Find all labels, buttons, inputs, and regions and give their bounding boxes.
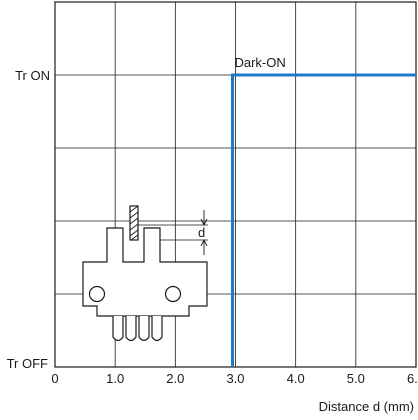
series-label-dark-on: Dark-ON <box>234 55 285 70</box>
x-tick-labels: 0 1.0 2.0 3.0 4.0 5.0 6.0 <box>51 371 418 386</box>
x-tick-label: 2.0 <box>166 371 184 386</box>
dimension-d-label: d <box>198 225 205 240</box>
shutter-plate <box>129 205 139 241</box>
photo-interrupter-sensor-icon <box>82 205 208 342</box>
mount-hole-left <box>88 285 106 303</box>
sensor-pins <box>112 316 163 342</box>
x-tick-label: 1.0 <box>106 371 124 386</box>
x-tick-label: 5.0 <box>347 371 365 386</box>
x-tick-label: 6.0 <box>407 371 418 386</box>
y-label-tr-on: Tr ON <box>15 68 50 83</box>
series-line-dark-on <box>231 73 416 367</box>
x-tick-label: 3.0 <box>226 371 244 386</box>
x-tick-label: 0 <box>51 371 58 386</box>
x-tick-label: 4.0 <box>287 371 305 386</box>
x-axis-title: Distance d (mm) <box>319 399 414 414</box>
series-layer: Dark-ON <box>231 55 416 367</box>
plot-frame <box>54 1 417 368</box>
mount-hole-right <box>164 285 182 303</box>
y-label-tr-off: Tr OFF <box>7 356 48 371</box>
